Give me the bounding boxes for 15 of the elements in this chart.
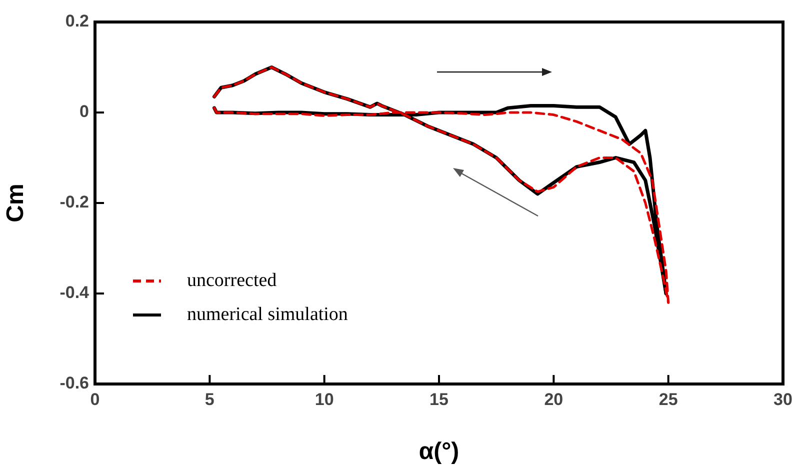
x-tick-label: 10 — [314, 390, 334, 409]
x-tick-label: 30 — [774, 390, 792, 409]
y-tick-label: 0 — [80, 102, 89, 122]
y-tick-label: -0.2 — [60, 192, 89, 212]
x-tick-label: 25 — [658, 390, 678, 409]
y-axis-title: Cm — [2, 184, 30, 222]
y-tick-label: -0.4 — [60, 283, 90, 302]
x-tick-label: 20 — [544, 390, 564, 409]
x-axis-title: α(°) — [418, 438, 460, 466]
legend-label: uncorrected — [187, 270, 277, 292]
y-tick-label: -0.6 — [60, 374, 89, 393]
x-tick-label: 15 — [430, 390, 448, 409]
x-tick-label: 5 — [204, 390, 214, 409]
legend-label: numerical simulation — [187, 304, 348, 326]
y-tick-label: 0.2 — [65, 12, 89, 31]
